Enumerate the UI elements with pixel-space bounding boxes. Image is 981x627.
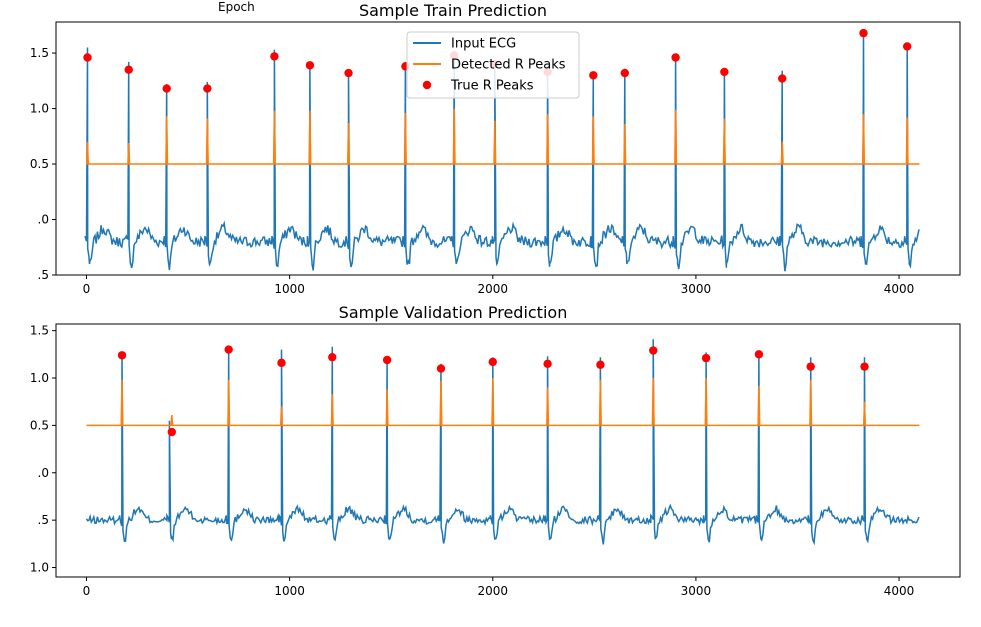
y-tick-label: .0 <box>38 466 49 480</box>
y-tick-label: 1.0 <box>30 102 49 116</box>
true-peak-marker <box>701 353 711 363</box>
true-peak-marker <box>117 351 127 360</box>
legend-swatch <box>422 80 432 90</box>
x-tick-label: 0 <box>83 282 91 296</box>
true-peak-marker <box>902 42 912 51</box>
detected-peaks-line <box>85 108 920 165</box>
y-tick-label: 0.5 <box>30 418 49 432</box>
chart-train: 0 1000 2000 3000 4000 .5 .0 0.5 1.0 1.5 Sample Tra… <box>30 1 961 296</box>
true-peak-marker <box>589 71 598 80</box>
y-tick-label: .0 <box>38 213 49 227</box>
true-peak-marker <box>436 364 446 373</box>
x-tick-label: 3000 <box>681 584 712 598</box>
true-peak-marker <box>83 53 92 62</box>
detected-peaks-line <box>86 377 920 427</box>
true-peak-marker <box>720 67 729 77</box>
true-peak-marker <box>860 362 869 371</box>
true-peak-marker <box>203 84 212 93</box>
chart-title: Sample Train Prediction <box>359 1 547 20</box>
true-peak-marker <box>620 68 630 78</box>
y-tick-label: 1.0 <box>30 371 49 385</box>
chart-validation: 0 1000 2000 3000 4000 1.0 .5 .0 0.5 1.0 1.5 Sample … <box>30 303 961 598</box>
true-peak-marker <box>806 362 815 371</box>
true-peak-marker <box>124 65 133 74</box>
y-tick-label: 0.5 <box>30 157 49 171</box>
axes-frame <box>55 21 961 276</box>
true-peak-marker <box>754 350 764 359</box>
true-peak-marker <box>270 52 279 61</box>
legend-label: True R Peaks <box>450 79 534 94</box>
x-tick-label: 1000 <box>274 584 305 598</box>
true-peak-marker <box>778 74 787 83</box>
true-peak-marker <box>596 360 605 369</box>
true-peak-marker <box>224 345 233 354</box>
legend-label: Detected R Peaks <box>451 58 566 73</box>
legend: Input ECG Detected R Peaks True R Peaks <box>406 31 580 99</box>
true-peak-marker <box>649 346 658 355</box>
true-peak-marker <box>488 357 497 367</box>
x-tick-label: 2000 <box>477 584 508 598</box>
y-tick-label: 1.0 <box>30 561 49 575</box>
y-tick-label: .5 <box>38 268 49 282</box>
x-tick-label: 4000 <box>884 584 915 598</box>
epoch-label: Epoch <box>218 0 255 14</box>
x-tick-label: 2000 <box>477 282 508 296</box>
legend-box <box>406 31 580 99</box>
legend-label: Input ECG <box>451 37 516 52</box>
y-tick-label: .5 <box>38 513 49 527</box>
input-ecg-line <box>85 339 920 546</box>
true-peak-marker <box>167 427 176 437</box>
true-peak-marker <box>162 84 171 93</box>
true-peak-marker <box>543 359 552 368</box>
x-tick-label: 3000 <box>681 282 712 296</box>
true-peak-marker <box>671 53 680 62</box>
x-tick-label: 0 <box>83 584 91 598</box>
true-peak-marker <box>277 358 286 368</box>
y-tick-label: 1.5 <box>30 324 49 338</box>
x-tick-label: 4000 <box>884 282 915 296</box>
y-tick-label: 1.5 <box>30 46 49 60</box>
true-peak-marker <box>382 355 392 365</box>
x-tick-label: 1000 <box>274 282 305 296</box>
true-peak-marker <box>859 28 868 38</box>
input-ecg-line <box>84 30 920 272</box>
true-peak-marker <box>344 68 353 78</box>
chart-title: Sample Validation Prediction <box>339 303 568 322</box>
true-peak-marker <box>328 352 337 362</box>
true-peak-marker <box>305 61 315 70</box>
axes-frame <box>55 323 961 578</box>
